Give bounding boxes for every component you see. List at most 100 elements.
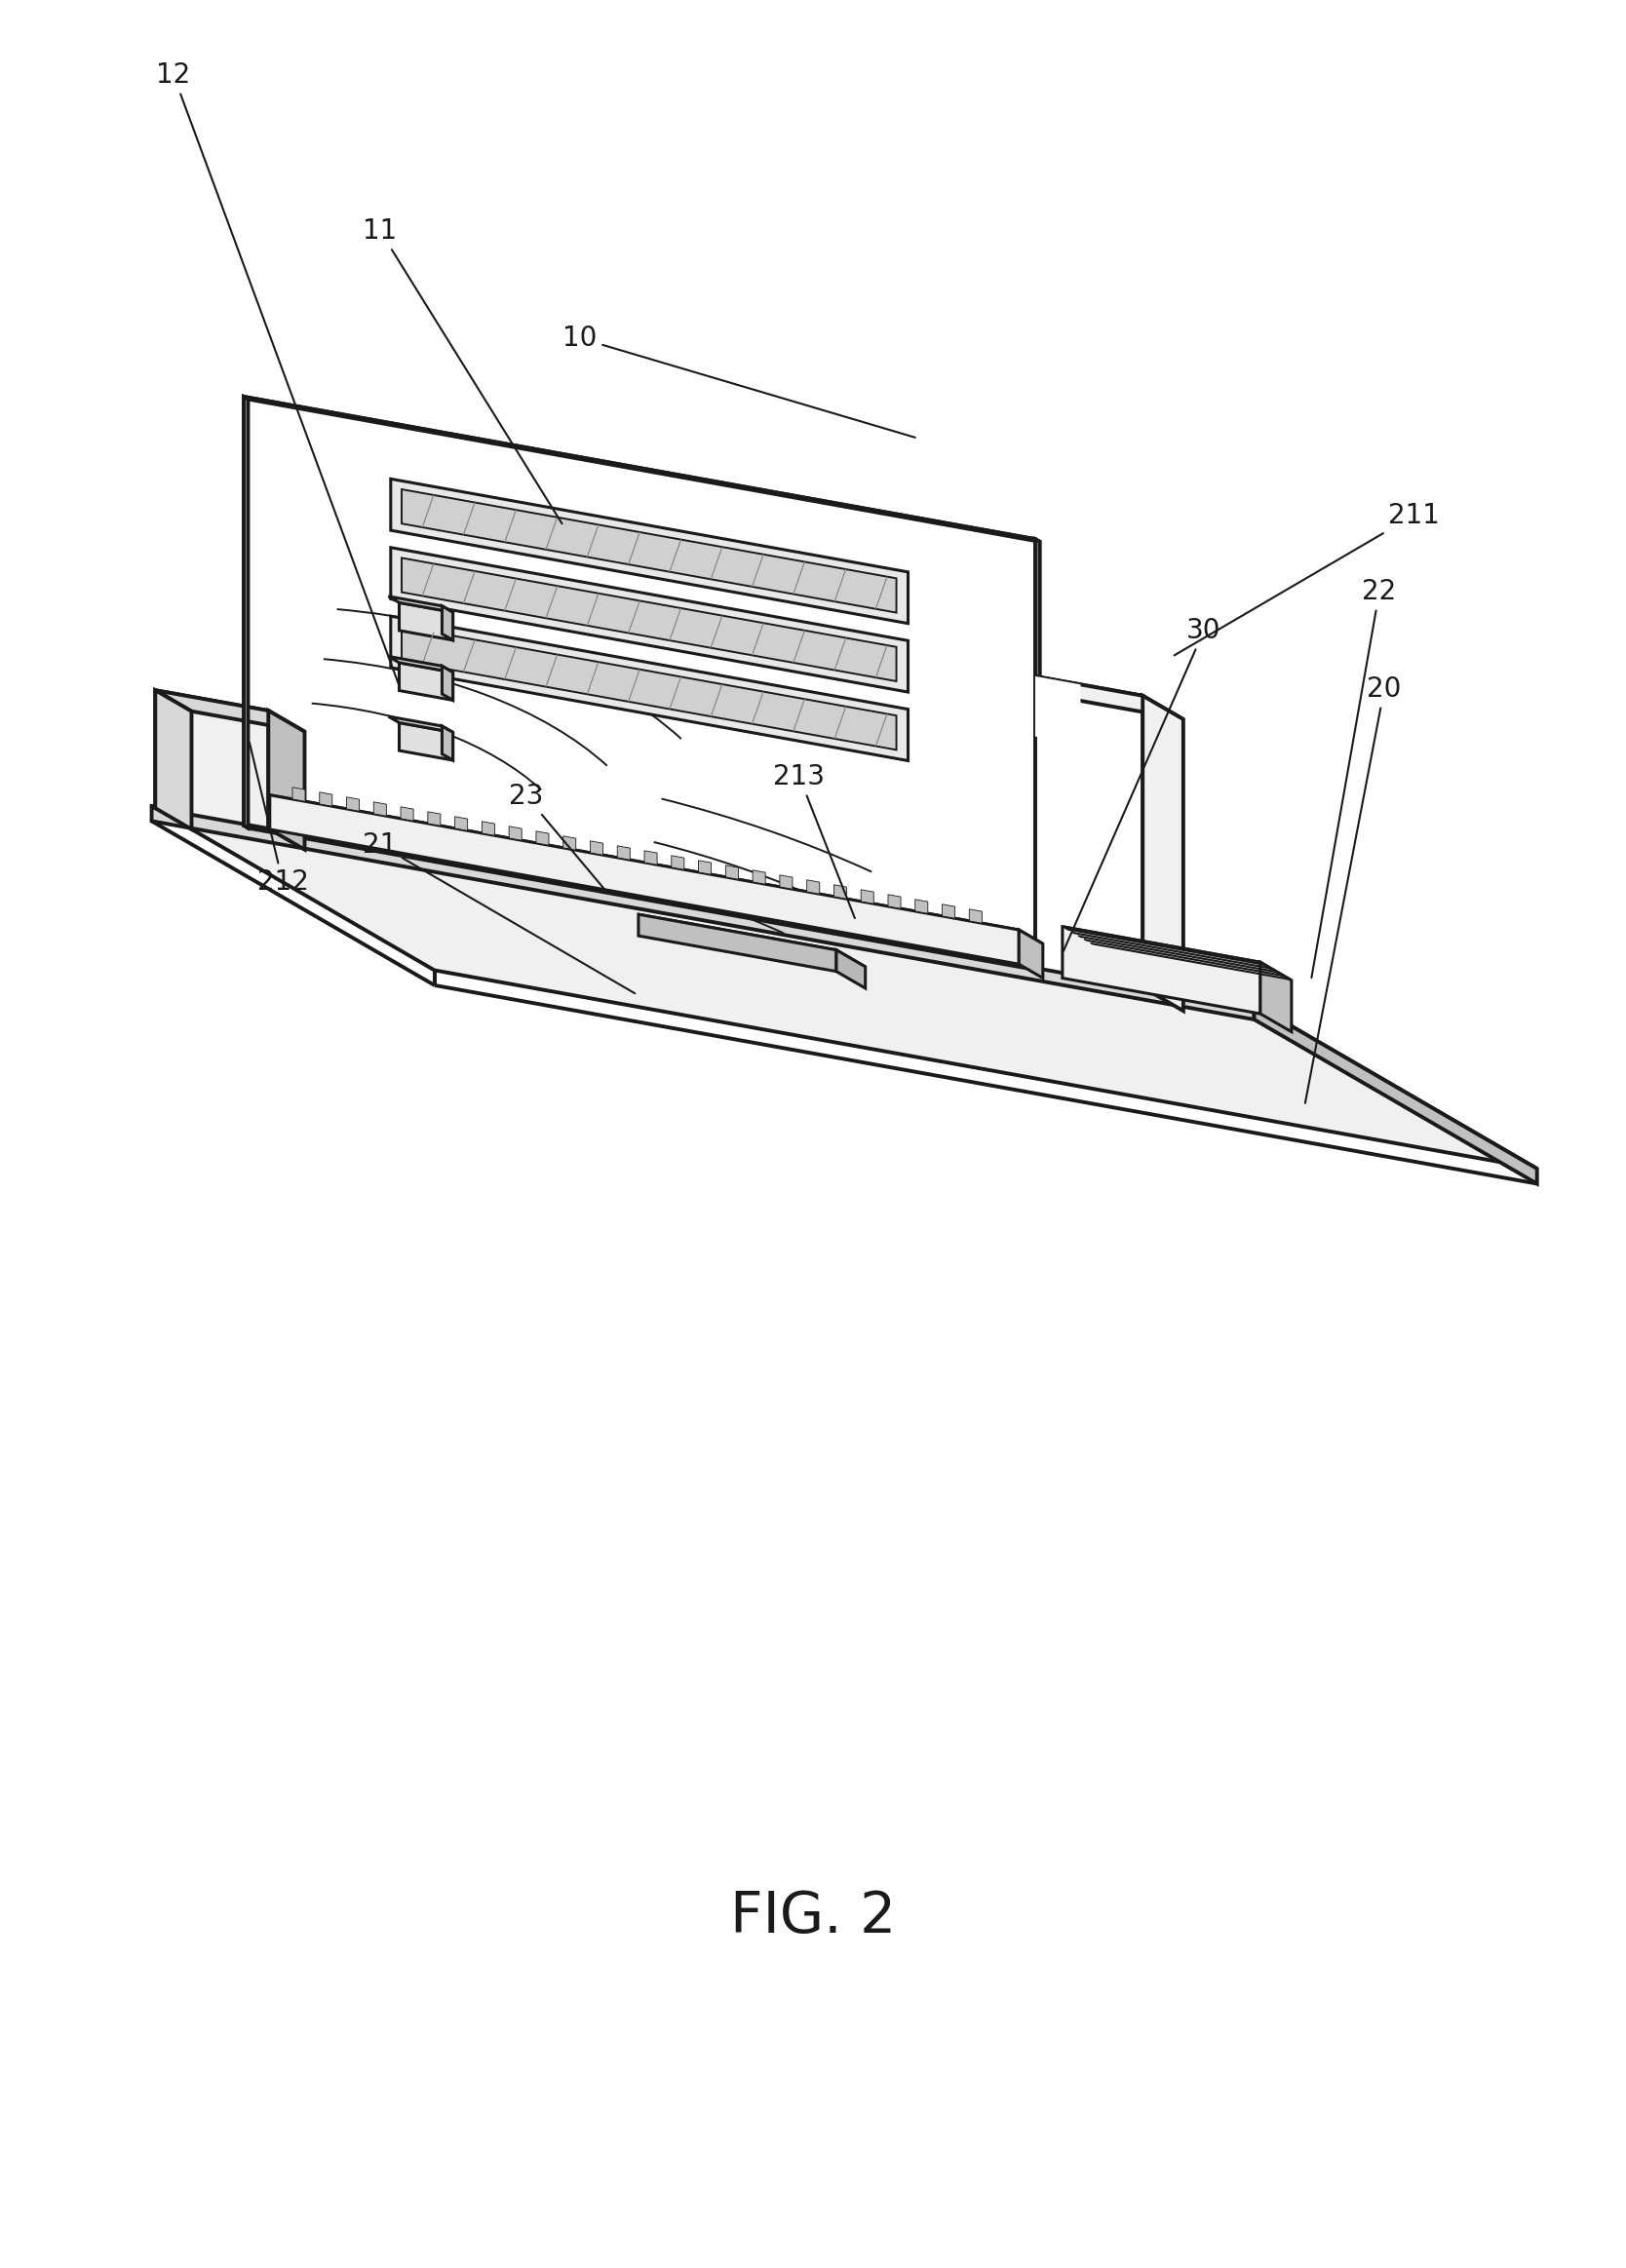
Polygon shape <box>397 826 411 844</box>
Polygon shape <box>834 885 847 898</box>
Polygon shape <box>1072 932 1272 968</box>
Polygon shape <box>904 916 919 934</box>
Polygon shape <box>151 805 1254 1021</box>
Polygon shape <box>1036 676 1143 987</box>
Polygon shape <box>1036 676 1081 744</box>
Polygon shape <box>319 792 332 805</box>
Polygon shape <box>644 850 657 864</box>
Polygon shape <box>839 905 852 923</box>
Polygon shape <box>400 603 454 640</box>
Polygon shape <box>590 841 603 855</box>
Polygon shape <box>816 900 831 919</box>
Polygon shape <box>1143 696 1184 1012</box>
Text: 213: 213 <box>774 762 855 919</box>
Polygon shape <box>948 925 963 941</box>
Polygon shape <box>402 490 896 612</box>
Polygon shape <box>1254 1005 1537 1184</box>
Polygon shape <box>309 810 322 828</box>
Polygon shape <box>618 846 629 860</box>
Polygon shape <box>374 803 387 816</box>
Polygon shape <box>1036 540 1039 971</box>
Polygon shape <box>750 889 764 907</box>
Text: FIG. 2: FIG. 2 <box>730 1889 896 1946</box>
Polygon shape <box>860 889 873 903</box>
Polygon shape <box>574 857 587 875</box>
Polygon shape <box>753 871 766 885</box>
Polygon shape <box>1020 930 1042 978</box>
Polygon shape <box>390 617 907 760</box>
Text: 21: 21 <box>363 832 634 993</box>
Text: 30: 30 <box>1063 617 1221 950</box>
Polygon shape <box>537 830 550 846</box>
Polygon shape <box>151 805 1537 1168</box>
Polygon shape <box>806 880 820 894</box>
Polygon shape <box>1065 928 1267 966</box>
Text: 20: 20 <box>1306 676 1402 1102</box>
Polygon shape <box>400 807 413 821</box>
Polygon shape <box>639 914 865 966</box>
Polygon shape <box>389 655 454 671</box>
Text: 22: 22 <box>1312 578 1397 978</box>
Polygon shape <box>244 397 1036 968</box>
Polygon shape <box>551 853 566 871</box>
Polygon shape <box>249 399 1039 971</box>
Polygon shape <box>390 479 907 624</box>
Polygon shape <box>662 873 676 891</box>
Polygon shape <box>883 912 896 930</box>
Polygon shape <box>563 837 576 850</box>
Polygon shape <box>1036 676 1184 719</box>
Polygon shape <box>244 397 1039 542</box>
Polygon shape <box>400 723 454 760</box>
Polygon shape <box>346 796 359 812</box>
Polygon shape <box>618 864 631 882</box>
Polygon shape <box>428 812 441 826</box>
Text: 11: 11 <box>363 218 563 524</box>
Polygon shape <box>442 726 454 760</box>
Polygon shape <box>389 717 454 733</box>
Polygon shape <box>509 826 522 841</box>
Polygon shape <box>481 821 494 835</box>
Polygon shape <box>927 921 941 939</box>
Polygon shape <box>389 596 454 612</box>
Polygon shape <box>941 905 954 919</box>
Polygon shape <box>455 816 468 830</box>
Polygon shape <box>154 689 192 830</box>
Polygon shape <box>463 837 476 855</box>
Polygon shape <box>915 900 928 914</box>
Polygon shape <box>706 880 720 898</box>
Text: 23: 23 <box>509 782 608 894</box>
Polygon shape <box>390 547 907 692</box>
Polygon shape <box>1078 937 1278 973</box>
Polygon shape <box>353 816 366 835</box>
Polygon shape <box>725 866 738 880</box>
Polygon shape <box>374 821 389 839</box>
Polygon shape <box>442 606 454 640</box>
Polygon shape <box>507 846 520 862</box>
Polygon shape <box>286 805 301 823</box>
Polygon shape <box>402 558 896 680</box>
Text: 212: 212 <box>249 742 309 896</box>
Polygon shape <box>330 814 345 830</box>
Polygon shape <box>418 830 433 846</box>
Polygon shape <box>244 397 249 828</box>
Polygon shape <box>860 909 875 925</box>
Polygon shape <box>672 855 685 869</box>
Polygon shape <box>293 787 306 801</box>
Polygon shape <box>154 689 268 828</box>
Polygon shape <box>969 909 982 923</box>
Polygon shape <box>400 662 454 701</box>
Polygon shape <box>402 626 896 751</box>
Polygon shape <box>1062 928 1260 1014</box>
Polygon shape <box>528 848 543 866</box>
Polygon shape <box>772 894 785 909</box>
Polygon shape <box>836 950 865 989</box>
Polygon shape <box>971 928 985 946</box>
Polygon shape <box>639 869 654 887</box>
Polygon shape <box>154 689 304 733</box>
Polygon shape <box>270 796 1042 943</box>
Polygon shape <box>639 914 836 971</box>
Polygon shape <box>485 841 499 860</box>
Polygon shape <box>793 896 808 914</box>
Polygon shape <box>270 796 1020 964</box>
Polygon shape <box>1260 962 1291 1032</box>
